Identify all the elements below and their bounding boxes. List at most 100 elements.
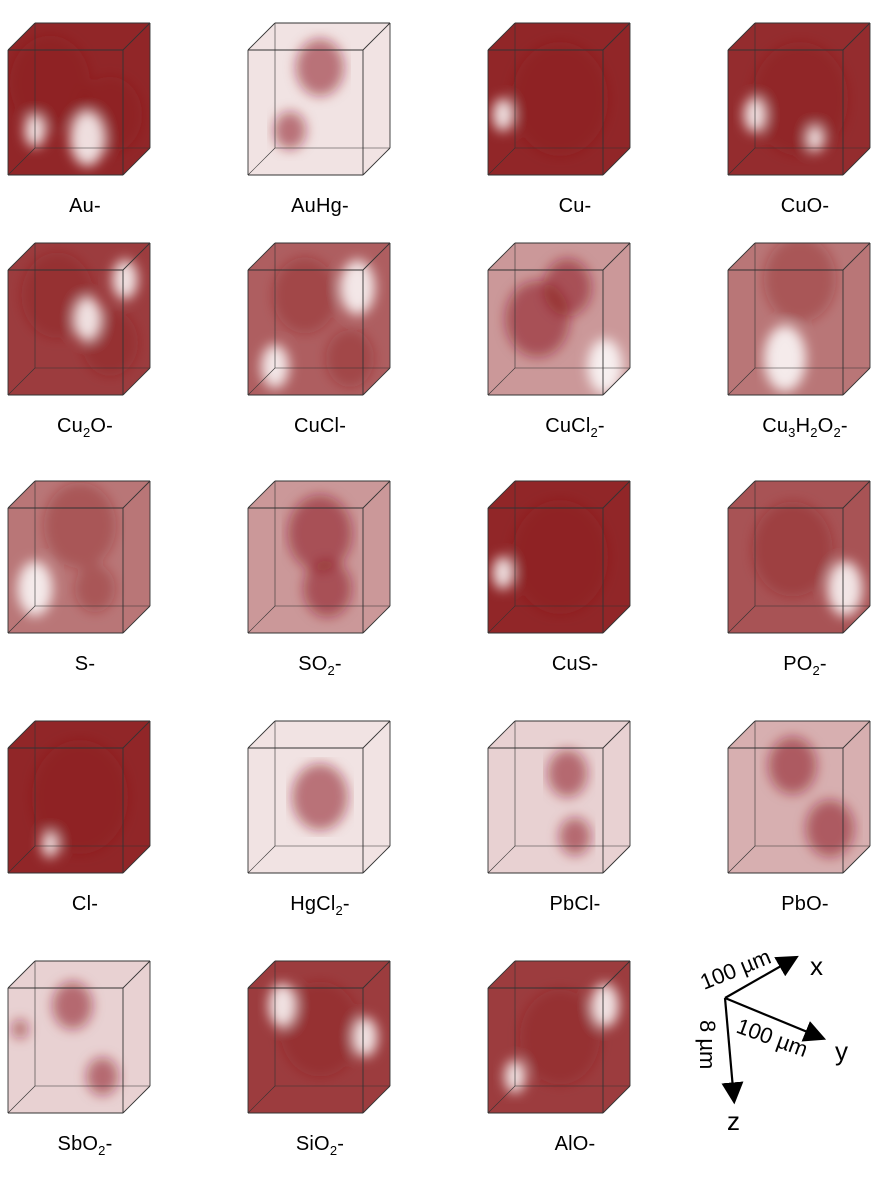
label-text: Au-: [69, 195, 101, 217]
element-map-cell: SiO2-: [245, 958, 465, 1190]
cube-rendering: [487, 480, 631, 634]
element-map-cell: CuS-: [485, 478, 705, 710]
label-text: -: [597, 415, 605, 437]
label-text: AlO-: [554, 1133, 596, 1155]
element-label: PO2-: [720, 653, 881, 677]
element-map-cell: PO2-: [725, 478, 881, 710]
label-text: Cu: [762, 415, 789, 437]
label-text: -: [342, 893, 350, 915]
cube-rendering: [487, 22, 631, 176]
element-map-cell: Cu2O-: [5, 240, 225, 472]
label-subscript: 2: [327, 663, 335, 678]
cube-rendering: [7, 720, 151, 874]
z-axis-label: z: [727, 1106, 740, 1136]
cube-rendering: [247, 242, 391, 396]
label-text: PbO-: [781, 893, 829, 915]
label-text: -: [334, 653, 342, 675]
element-map-cell: S-: [5, 478, 225, 710]
label-text: HgCl: [290, 893, 336, 915]
element-label: SbO2-: [0, 1133, 170, 1158]
cube-rendering: [487, 960, 631, 1114]
cube-rendering: [487, 242, 631, 396]
label-text: CuS-: [551, 653, 599, 675]
label-subscript: 2: [810, 425, 818, 440]
x-scale-label: 100 µm: [697, 944, 775, 995]
element-label: HgCl2-: [235, 893, 405, 917]
label-text: CuO-: [780, 195, 830, 217]
label-subscript: 3: [788, 425, 796, 440]
element-label: Au-: [0, 195, 170, 218]
cube-rendering: [247, 960, 391, 1114]
element-label: Cu3H2O2-: [720, 415, 881, 440]
label-subscript: 2: [590, 425, 598, 440]
z-scale-label: 8 µm: [695, 1020, 720, 1069]
element-label: Cu-: [490, 195, 660, 218]
element-map-cell: AlO-: [485, 958, 705, 1190]
label-text: CuCl: [545, 415, 591, 437]
element-label: S-: [0, 653, 170, 676]
z-axis-arrow: [721, 997, 744, 1105]
cube-rendering: [727, 22, 871, 176]
element-map-cell: CuCl-: [245, 240, 465, 472]
element-map-cell: SbO2-: [5, 958, 225, 1190]
label-text: PbCl-: [549, 893, 601, 915]
label-subscript: 2: [98, 1143, 106, 1158]
label-text: O-: [90, 415, 114, 437]
label-subscript: 2: [82, 425, 91, 440]
cube-rendering: [727, 720, 871, 874]
element-label: PbCl-: [490, 893, 660, 916]
label-text: SiO: [295, 1133, 330, 1155]
element-label: AuHg-: [235, 195, 405, 218]
cube-rendering: [7, 480, 151, 634]
label-text: Cl-: [71, 893, 99, 915]
label-text: -: [337, 1133, 345, 1155]
element-map-cell: AuHg-: [245, 20, 465, 252]
y-scale-label: 100 µm: [733, 1013, 811, 1062]
label-text: CuCl-: [293, 415, 347, 437]
element-label: Cu2O-: [0, 415, 170, 440]
element-map-cell: Cl-: [5, 718, 225, 950]
cube-rendering: [7, 22, 151, 176]
y-axis-label: y: [835, 1036, 848, 1066]
element-label: SiO2-: [235, 1133, 405, 1158]
cube-rendering: [7, 242, 151, 396]
axes-svg: x y z 100 µm 100 µm 8 µm: [695, 944, 848, 1136]
label-text: -: [105, 1133, 113, 1155]
element-label: CuS-: [490, 653, 660, 676]
label-subscript: 2: [329, 1143, 338, 1158]
cube-rendering: [247, 720, 391, 874]
label-text: -: [819, 653, 827, 675]
element-map-cell: Au-: [5, 20, 225, 252]
element-label: AlO-: [490, 1133, 660, 1156]
label-text: SbO: [57, 1133, 99, 1155]
cube-rendering: [247, 480, 391, 634]
element-label: PbO-: [720, 893, 881, 916]
label-text: S-: [74, 653, 96, 675]
label-text: Cu: [56, 415, 83, 437]
element-map-cell: Cu3H2O2-: [725, 240, 881, 472]
element-label: CuO-: [720, 195, 881, 218]
axes-indicator: x y z 100 µm 100 µm 8 µm: [680, 920, 880, 1150]
element-map-cell: CuO-: [725, 20, 881, 252]
element-map-cell: HgCl2-: [245, 718, 465, 950]
cube-rendering: [7, 960, 151, 1114]
label-text: PO: [783, 653, 813, 675]
cube-rendering: [727, 242, 871, 396]
y-axis-arrow: [724, 996, 827, 1042]
element-label: Cl-: [0, 893, 170, 916]
cube-rendering: [247, 22, 391, 176]
label-text: H: [795, 415, 811, 437]
element-label: CuCl-: [235, 415, 405, 438]
element-map-cell: Cu-: [485, 20, 705, 252]
x-axis-label: x: [810, 951, 823, 981]
element-map-cell: CuCl2-: [485, 240, 705, 472]
label-text: O: [817, 415, 834, 437]
element-map-cell: SO2-: [245, 478, 465, 710]
element-label: CuCl2-: [490, 415, 660, 440]
cube-rendering: [487, 720, 631, 874]
element-label: SO2-: [235, 653, 405, 678]
element-map-grid: Au- AuHg- Cu- CuO- Cu2O- CuCl- CuCl2- Cu3H2O2- S…: [5, 20, 881, 1157]
element-map-cell: PbO-: [725, 718, 881, 950]
label-text: AuHg-: [291, 195, 349, 217]
label-subscript: 2: [833, 425, 841, 440]
